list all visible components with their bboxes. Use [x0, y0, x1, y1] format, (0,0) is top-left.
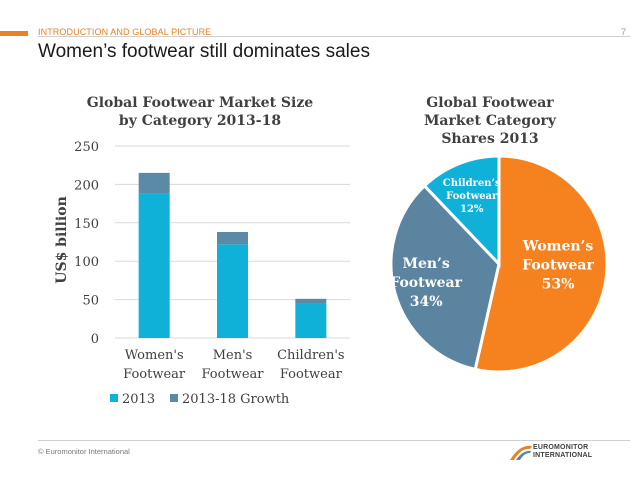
legend-swatch: [170, 394, 178, 402]
x-tick-label: Men's Footwear: [202, 348, 265, 382]
pie-slice-label: Women’s Footwear 53%: [522, 239, 595, 293]
bar-2013: [295, 303, 327, 338]
legend-label: 2013: [122, 392, 155, 407]
bar-2013: [138, 193, 170, 338]
slide-title: Women’s footwear still dominates sales: [38, 41, 370, 62]
y-tick-label: 0: [91, 332, 99, 347]
x-tick-label: Children's Footwear: [277, 348, 344, 382]
y-tick-label: 100: [74, 255, 99, 270]
logo-wordmark: EUROMONITOR INTERNATIONAL: [533, 444, 592, 460]
header-accent-bar: [0, 31, 28, 36]
y-axis-label: US$ billion: [54, 196, 70, 284]
title-divider: [38, 36, 630, 37]
y-tick-label: 200: [74, 178, 99, 193]
bar-growth: [217, 232, 248, 245]
y-tick-label: 250: [74, 140, 99, 155]
logo-line-2: INTERNATIONAL: [533, 452, 593, 459]
pie-slice: [389, 183, 501, 372]
legend-swatch: [110, 394, 118, 402]
pie-slice: [422, 154, 501, 268]
copyright-text: © Euromonitor International: [38, 447, 130, 456]
logo-line-1: EUROMONITOR: [533, 444, 589, 451]
y-tick-label: 150: [74, 217, 99, 232]
bar-chart-title: Global Footwear Market Size by Category …: [86, 95, 314, 129]
pie-chart-title: Global Footwear Market Category Shares 2…: [423, 95, 557, 147]
bar-growth: [138, 172, 170, 194]
y-tick-label: 50: [82, 294, 99, 309]
x-tick-label: Women's Footwear: [123, 348, 186, 382]
footer-divider: [38, 440, 630, 441]
section-label: INTRODUCTION AND GLOBAL PICTURE: [38, 27, 212, 37]
bar-2013: [217, 244, 248, 338]
bar-growth: [295, 298, 327, 304]
euromonitor-logo-icon: [510, 445, 532, 460]
pie-slice: [473, 154, 609, 374]
pie-slice-label: Men’s Footwear 34%: [390, 256, 462, 310]
page-number: 7: [620, 27, 626, 37]
pie-slice-label: Children’s Footwear 12%: [443, 178, 501, 215]
legend-label: 2013-18 Growth: [182, 392, 290, 407]
